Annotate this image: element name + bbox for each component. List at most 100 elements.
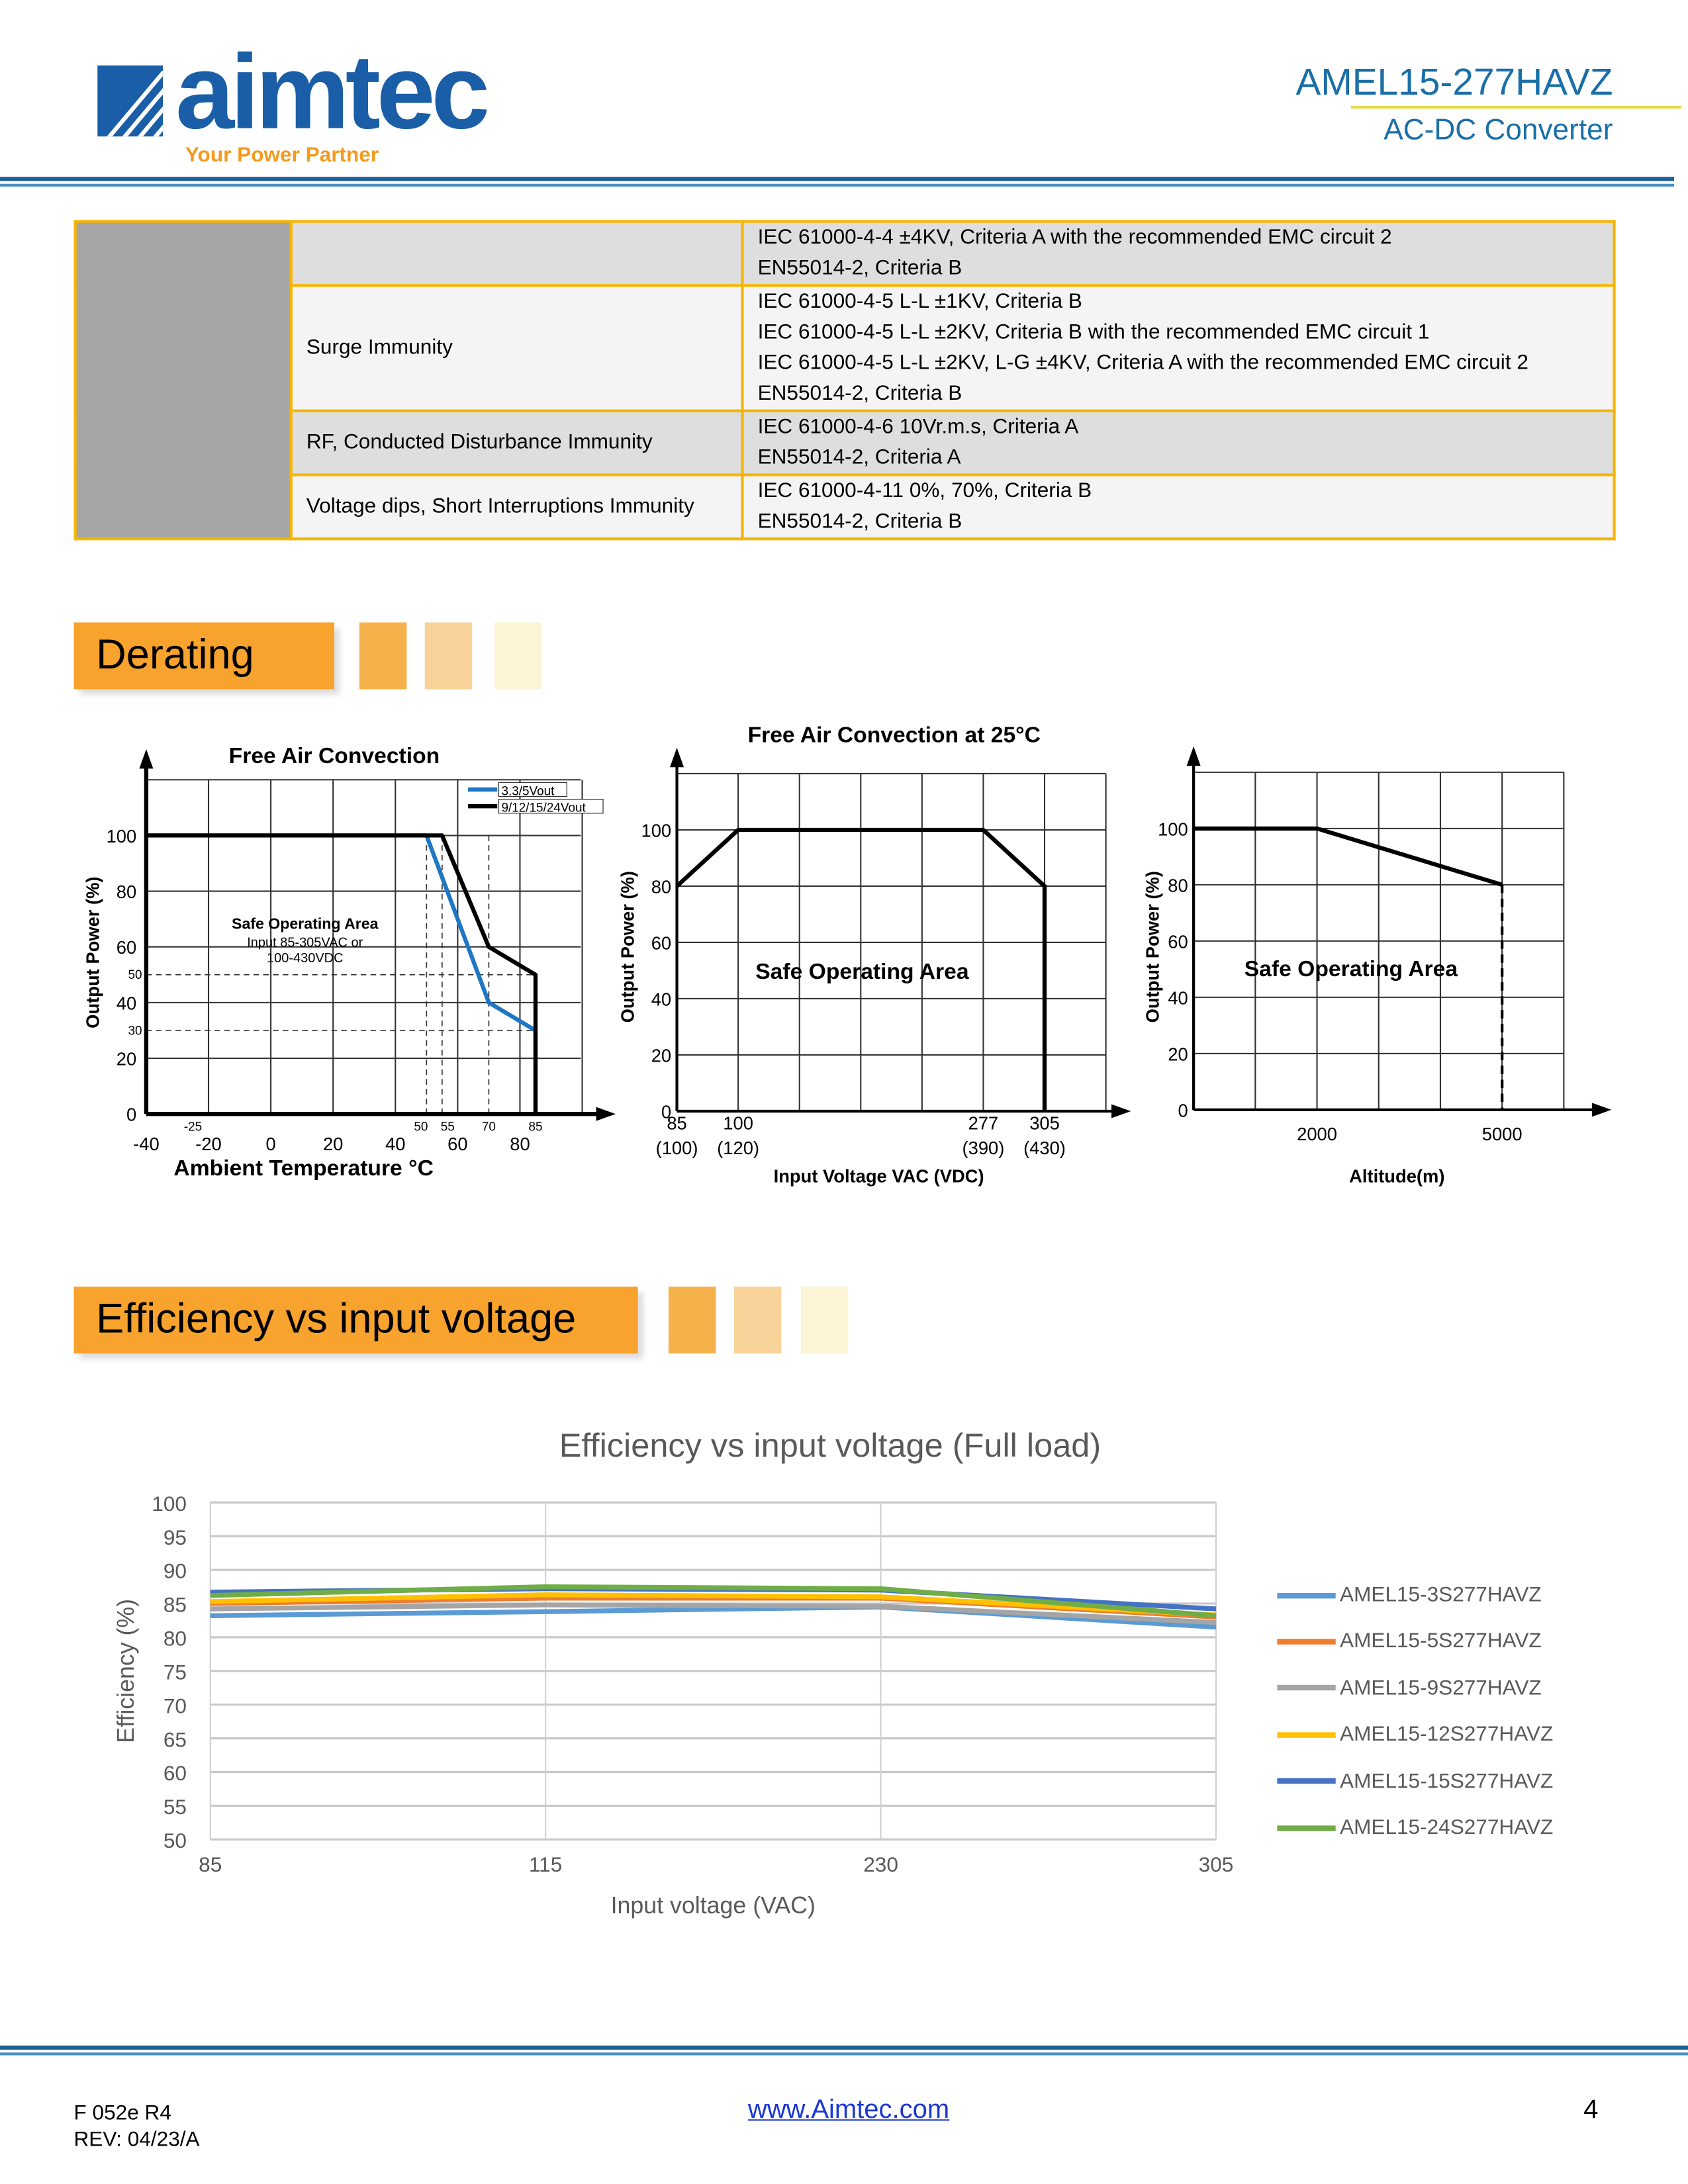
series-line bbox=[210, 1604, 1217, 1630]
chart-title: Free Air Convection bbox=[229, 744, 440, 768]
y-tick-label: 60 bbox=[117, 937, 136, 958]
x-tick-label: 60 bbox=[447, 1134, 467, 1154]
series-line bbox=[210, 1584, 1217, 1618]
decor-square bbox=[733, 1287, 782, 1354]
x-tick-label: 85 bbox=[667, 1113, 686, 1133]
legend-item: AMEL15-12S277HAVZ bbox=[1277, 1723, 1553, 1747]
x-tick-label: 230 bbox=[863, 1852, 898, 1876]
chart-title: Free Air Convection at 25°C bbox=[748, 723, 1041, 747]
y-tick-label: 40 bbox=[651, 989, 671, 1010]
x-tick-label: (100) bbox=[656, 1138, 698, 1158]
axis-arrow-icon bbox=[1111, 1104, 1131, 1118]
x-tick-label: (390) bbox=[962, 1138, 1005, 1158]
legend-swatch bbox=[1277, 1685, 1336, 1691]
x-tick-label: 85 bbox=[199, 1852, 222, 1876]
emc-immunity-table: IEC 61000-4-4 ±4KV, Criteria A with the … bbox=[73, 220, 1616, 541]
x-tick-label: -20 bbox=[195, 1134, 222, 1154]
y-tick-label: 100 bbox=[641, 821, 672, 841]
x-tick-label: 115 bbox=[529, 1852, 562, 1876]
y-tick-label: 65 bbox=[164, 1727, 187, 1751]
legend-swatch bbox=[1277, 1825, 1336, 1831]
row-value: IEC 61000-4-4 ±4KV, Criteria A with the … bbox=[741, 220, 1616, 287]
derating-heading: Derating bbox=[73, 622, 334, 690]
y-tick-label: 0 bbox=[661, 1102, 671, 1122]
legend-label: 9/12/15/24Vout bbox=[501, 801, 586, 815]
x-tick-label: -40 bbox=[133, 1134, 160, 1154]
header-divider bbox=[0, 177, 1675, 181]
annotation: 100-430VDC bbox=[267, 951, 343, 966]
y-tick-label: 100 bbox=[107, 826, 137, 846]
y-axis-title: Efficiency (%) bbox=[113, 1599, 139, 1743]
y-tick-label: 55 bbox=[164, 1795, 187, 1819]
y-tick-label: 100 bbox=[1158, 819, 1188, 839]
x-tick-label: 55 bbox=[441, 1120, 455, 1134]
table-row: Voltage dips, Short Interruptions Immuni… bbox=[75, 473, 1616, 541]
x-tick-label: 305 bbox=[1029, 1113, 1060, 1133]
legend-swatch bbox=[1277, 1731, 1336, 1738]
y-tick-label: 80 bbox=[1168, 875, 1188, 895]
legend-box bbox=[498, 782, 567, 797]
legend-swatch bbox=[1277, 1778, 1336, 1784]
row-value: IEC 61000-4-5 L-L ±1KV, Criteria B IEC 61… bbox=[741, 284, 1616, 412]
y-tick-label: 40 bbox=[117, 993, 136, 1013]
x-tick-label: 5000 bbox=[1482, 1124, 1523, 1144]
legend-item: AMEL15-24S277HAVZ bbox=[1277, 1816, 1553, 1839]
legend-label: AMEL15-5S277HAVZ bbox=[1340, 1629, 1542, 1654]
axis-arrow-icon bbox=[1186, 746, 1201, 766]
axis-arrow-icon bbox=[1591, 1103, 1612, 1117]
y-axis-title: Output Power (%) bbox=[82, 876, 103, 1028]
x-axis-title: Ambient Temperature °C bbox=[173, 1156, 433, 1181]
y-tick-label: 50 bbox=[164, 1829, 187, 1852]
decor-square bbox=[668, 1287, 716, 1354]
x-tick-label: (430) bbox=[1023, 1138, 1066, 1158]
model-title: AMEL15-277HAVZ bbox=[1295, 61, 1613, 103]
legend-label: 3.3/5Vout bbox=[501, 784, 555, 798]
category-cell bbox=[73, 220, 293, 541]
y-tick-label: 0 bbox=[1178, 1100, 1188, 1120]
legend-label: AMEL15-9S277HAVZ bbox=[1340, 1676, 1542, 1700]
y-axis-title: Output Power (%) bbox=[1143, 871, 1163, 1023]
aimtec-logo-icon bbox=[97, 65, 164, 137]
y-tick-label: 20 bbox=[1168, 1044, 1188, 1064]
decor-square bbox=[494, 622, 542, 690]
x-axis-title: Input voltage (VAC) bbox=[611, 1892, 816, 1919]
y-tick-label: 80 bbox=[651, 877, 671, 897]
y-tick-label: 80 bbox=[117, 882, 136, 902]
decor-square bbox=[800, 1287, 849, 1354]
legend-swatch bbox=[1277, 1639, 1336, 1645]
series-line bbox=[675, 827, 1047, 1111]
y-tick-label: 30 bbox=[128, 1024, 142, 1038]
row-label: Surge Immunity bbox=[289, 284, 744, 412]
row-value: IEC 61000-4-6 10Vr.m.s, Criteria A EN5501… bbox=[741, 409, 1616, 477]
legend-item: AMEL15-15S277HAVZ bbox=[1277, 1769, 1553, 1793]
y-tick-label: 85 bbox=[164, 1593, 187, 1617]
chart-title: Efficiency vs input voltage (Full load) bbox=[559, 1426, 1101, 1464]
x-tick-label: 20 bbox=[323, 1134, 343, 1154]
x-tick-label: (120) bbox=[717, 1138, 759, 1158]
y-tick-label: 95 bbox=[164, 1525, 187, 1549]
footer-divider bbox=[0, 2045, 1688, 2050]
annotation: Input 85-305VAC or bbox=[247, 936, 363, 950]
website-link[interactable]: www.Aimtec.com bbox=[747, 2095, 950, 2125]
x-tick-label: 2000 bbox=[1297, 1124, 1337, 1144]
x-tick-label: -25 bbox=[184, 1120, 202, 1134]
y-tick-label: 100 bbox=[152, 1492, 187, 1516]
row-label bbox=[289, 220, 744, 287]
logo-tagline: Your Power Partner bbox=[185, 143, 379, 167]
title-underline bbox=[1350, 105, 1681, 109]
logo-text: aimtec bbox=[175, 33, 490, 152]
row-label: Voltage dips, Short Interruptions Immuni… bbox=[289, 473, 744, 541]
footer-divider-2 bbox=[0, 2052, 1688, 2056]
efficiency-heading: Efficiency vs input voltage bbox=[73, 1287, 638, 1354]
axis-arrow-icon bbox=[139, 749, 154, 769]
row-label: RF, Conducted Disturbance Immunity bbox=[289, 409, 744, 477]
series-line bbox=[210, 1592, 1217, 1617]
x-tick-label: 70 bbox=[482, 1120, 496, 1134]
legend-label: AMEL15-3S277HAVZ bbox=[1340, 1583, 1542, 1608]
page-number: 4 bbox=[1583, 2095, 1599, 2125]
y-tick-label: 20 bbox=[651, 1046, 671, 1066]
x-tick-label: 85 bbox=[528, 1120, 542, 1134]
annotation: Safe Operating Area bbox=[232, 915, 379, 932]
